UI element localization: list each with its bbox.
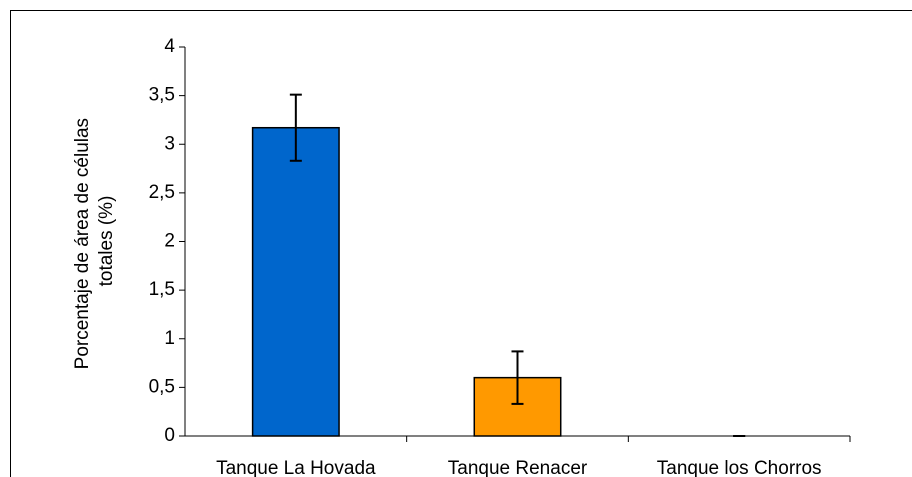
y-axis-label-line: totales (%): [96, 196, 117, 287]
chart-frame: [10, 10, 912, 477]
y-tick-label: 0,5: [149, 376, 175, 397]
x-tick-label: Tanque los Chorros: [657, 458, 822, 477]
y-tick-label: 4: [164, 36, 175, 57]
bar: [251, 126, 340, 437]
x-tick-label: Tanque Renacer: [448, 458, 588, 477]
x-tick-label: Tanque La Hovada: [216, 458, 376, 477]
y-tick-label: 1,5: [149, 279, 175, 300]
error-bar: [511, 350, 524, 405]
y-tick-label: 3: [164, 133, 175, 154]
y-tick-label: 2: [164, 231, 175, 252]
y-tick-label: 3,5: [149, 85, 175, 106]
y-tick-label: 2,5: [149, 182, 175, 203]
y-axis-label-line: Porcentaje de área de células: [72, 118, 93, 369]
error-bar: [289, 93, 302, 162]
y-axis-label: Porcentaje de área de células totales (%…: [72, 113, 117, 370]
y-tick-label: 1: [164, 328, 175, 349]
y-tick-label: 0: [164, 425, 175, 446]
